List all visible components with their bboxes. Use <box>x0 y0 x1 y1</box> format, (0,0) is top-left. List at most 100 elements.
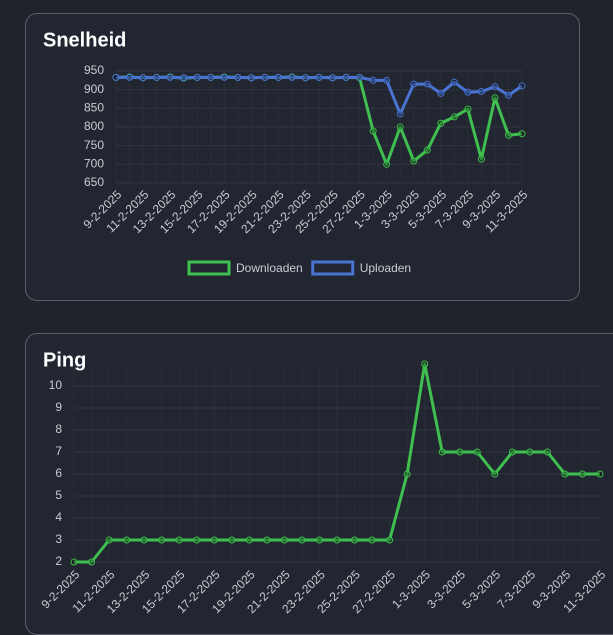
point <box>356 73 364 81</box>
point <box>158 536 166 544</box>
point <box>518 82 526 90</box>
speed-chart: Snelheid 6507007508008509009509-2-202511… <box>43 29 531 276</box>
point <box>526 448 534 456</box>
y-tick-label: 2 <box>55 554 62 568</box>
legend-label: Uploaden <box>360 261 411 275</box>
y-tick-label: 4 <box>55 510 62 524</box>
point <box>504 131 512 139</box>
series-line <box>74 362 600 564</box>
point <box>333 536 341 544</box>
point <box>578 470 586 478</box>
legend-swatch <box>311 260 355 276</box>
point <box>180 74 188 82</box>
point <box>437 119 445 127</box>
point <box>88 558 96 566</box>
point <box>123 536 131 544</box>
point <box>504 91 512 99</box>
point <box>139 74 147 82</box>
point <box>423 80 431 88</box>
chart-title: Ping <box>43 349 86 371</box>
series-line <box>116 75 523 116</box>
point <box>220 73 228 81</box>
point <box>234 73 242 81</box>
point <box>383 160 391 168</box>
point <box>329 74 337 82</box>
point <box>153 73 161 81</box>
ping-chart: Ping 23456789109-2-202511-2-202513-2-202… <box>38 349 608 616</box>
legend-swatch <box>187 260 231 276</box>
point <box>166 73 174 81</box>
point <box>261 73 269 81</box>
y-tick-label: 8 <box>55 422 62 436</box>
point <box>410 157 418 165</box>
point <box>369 76 377 84</box>
point <box>175 536 183 544</box>
point <box>491 470 499 478</box>
point <box>386 536 394 544</box>
point <box>368 536 376 544</box>
point <box>70 558 78 566</box>
point <box>301 74 309 82</box>
point <box>438 448 446 456</box>
y-tick-label: 7 <box>55 444 62 458</box>
point <box>274 73 282 81</box>
point <box>193 73 201 81</box>
point <box>491 94 499 102</box>
point <box>228 536 236 544</box>
point <box>245 536 253 544</box>
point <box>518 130 526 138</box>
point <box>410 80 418 88</box>
point <box>464 88 472 96</box>
point <box>207 73 215 81</box>
point <box>477 155 485 163</box>
point <box>315 536 323 544</box>
point <box>105 536 113 544</box>
point <box>126 73 134 81</box>
point <box>450 78 458 86</box>
y-tick-label: 900 <box>84 82 104 96</box>
point <box>437 89 445 97</box>
point <box>561 470 569 478</box>
y-tick-label: 700 <box>84 157 104 171</box>
point <box>456 448 464 456</box>
y-tick-label: 950 <box>84 63 104 77</box>
point <box>396 110 404 118</box>
point <box>596 470 604 478</box>
y-tick-label: 650 <box>84 175 104 189</box>
point <box>112 73 120 81</box>
legend-label: Downloaden <box>236 261 303 275</box>
point <box>508 448 516 456</box>
y-tick-label: 800 <box>84 119 104 133</box>
y-tick-label: 10 <box>49 378 63 392</box>
point <box>464 105 472 113</box>
point <box>383 76 391 84</box>
point <box>140 536 148 544</box>
point <box>477 88 485 96</box>
y-tick-label: 9 <box>55 400 62 414</box>
point <box>263 536 271 544</box>
point <box>210 536 218 544</box>
point <box>491 83 499 91</box>
y-tick-label: 6 <box>55 466 62 480</box>
point <box>396 123 404 131</box>
point <box>403 470 411 478</box>
point <box>193 536 201 544</box>
y-tick-label: 850 <box>84 101 104 115</box>
y-tick-label: 3 <box>55 532 62 546</box>
point <box>342 73 350 81</box>
point <box>298 536 306 544</box>
point <box>421 360 429 368</box>
y-tick-label: 750 <box>84 138 104 152</box>
chart-title: Snelheid <box>43 29 126 51</box>
point <box>280 536 288 544</box>
point <box>543 448 551 456</box>
point <box>351 536 359 544</box>
speed-card: Snelheid 650 700 750 800 850 900 950 9-2-2025 11… <box>25 13 580 301</box>
point <box>369 127 377 135</box>
y-tick-label: 5 <box>55 488 62 502</box>
point <box>450 113 458 121</box>
point <box>288 73 296 81</box>
point <box>315 73 323 81</box>
point <box>423 146 431 154</box>
